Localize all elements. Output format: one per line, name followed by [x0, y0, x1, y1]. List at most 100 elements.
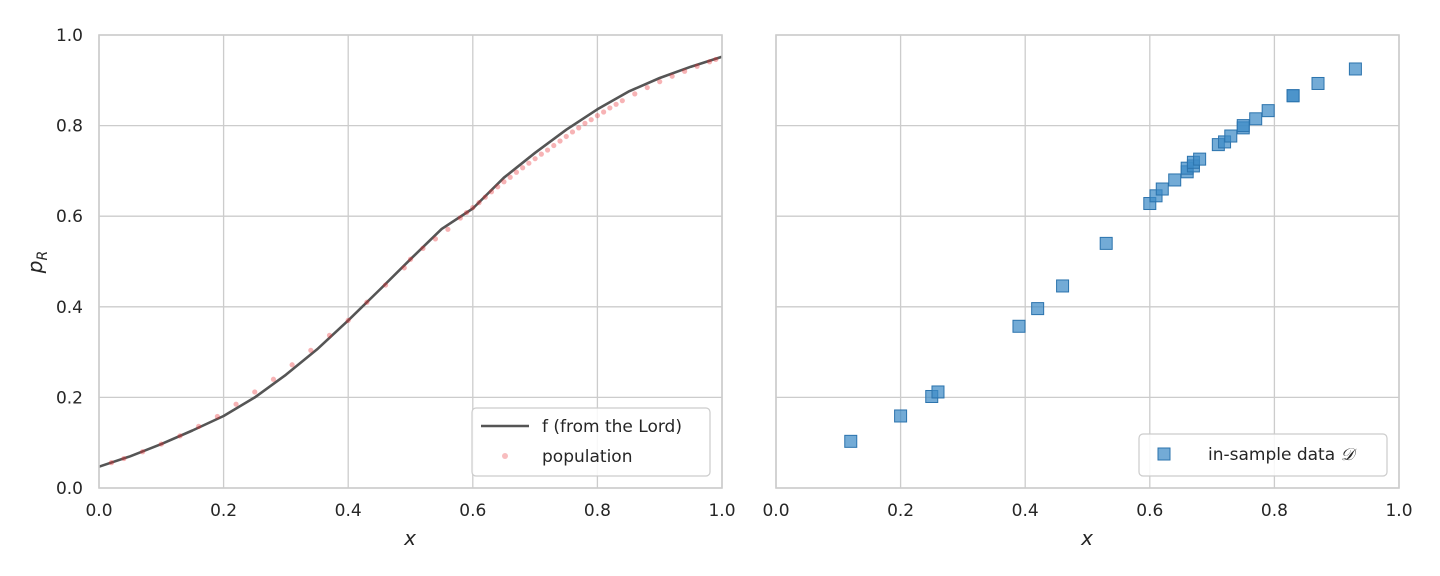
in-sample-point	[1311, 76, 1325, 90]
left-grid	[98, 34, 723, 489]
population-point	[594, 113, 601, 119]
right-x-tick-label: 0.0	[762, 501, 789, 521]
population-point	[445, 226, 451, 232]
left-y-axis-label: pR	[23, 251, 51, 274]
in-sample-point	[931, 385, 945, 399]
in-sample-point	[1286, 89, 1300, 103]
right-series	[844, 62, 1362, 448]
right-axes-frame	[775, 34, 1400, 489]
population-point	[364, 299, 370, 305]
population-point	[538, 151, 544, 157]
left-y-axis-label-main: p	[23, 261, 47, 275]
in-sample-point	[1155, 182, 1169, 196]
population-point	[270, 376, 277, 382]
population-point	[482, 194, 488, 200]
population-point	[158, 441, 164, 447]
left-x-tick-label: 0.4	[335, 501, 362, 521]
population-point	[308, 347, 314, 353]
population-point	[495, 184, 501, 190]
right-x-tick-label: 0.2	[887, 501, 914, 521]
in-sample-point	[844, 434, 858, 448]
population-point	[345, 317, 351, 323]
population-point	[233, 401, 239, 407]
population-point	[569, 129, 576, 135]
population-point	[632, 91, 638, 97]
in-sample-point	[1056, 279, 1070, 293]
in-sample-point	[1031, 302, 1045, 316]
population-point	[470, 204, 476, 211]
population-point	[563, 133, 569, 140]
population-point	[713, 56, 719, 63]
right-x-tick-label: 0.6	[1136, 501, 1163, 521]
population-point	[507, 174, 513, 180]
left-legend-label-population: population	[542, 447, 632, 467]
left-series	[98, 55, 723, 468]
in-sample-point	[1348, 62, 1362, 76]
right-legend-label-text: in-sample data	[1208, 445, 1335, 465]
population-point	[644, 84, 650, 91]
population-point	[407, 256, 414, 262]
right-x-tick-label: 1.0	[1385, 501, 1412, 521]
in-sample-point	[1261, 104, 1275, 118]
left-axes-frame	[98, 34, 723, 489]
population-point	[588, 117, 594, 123]
population-point	[694, 63, 700, 69]
left-x-tick-label: 0.8	[584, 501, 611, 521]
population-point	[140, 449, 146, 455]
left-legend-dot-swatch	[502, 453, 508, 459]
left-y-tick-label: 0.8	[56, 117, 83, 137]
left-chart: 0.0 0.2 0.4 0.6 0.8 1.0 0.00.20.40.60.81.0 x …	[23, 26, 736, 550]
left-y-tick-label: 1.0	[56, 26, 83, 46]
population-point	[657, 79, 663, 85]
population-point	[289, 362, 295, 368]
population-point	[520, 165, 526, 171]
left-x-axis-label: x	[403, 526, 416, 550]
left-x-tick-label: 0.2	[210, 501, 237, 521]
population-point	[382, 282, 389, 288]
left-y-tick-label: 0.2	[56, 388, 83, 408]
left-y-tick-label: 0.0	[56, 479, 83, 499]
f-curve-line	[98, 55, 723, 468]
population-point	[669, 73, 675, 79]
population-point	[601, 109, 607, 115]
population-point	[108, 460, 115, 466]
right-legend-label-symbol: 𝒟	[1341, 445, 1358, 465]
right-x-tick-label: 0.4	[1012, 501, 1039, 521]
left-x-tick-labels: 0.0 0.2 0.4 0.6 0.8 1.0	[85, 501, 735, 521]
population-point	[501, 179, 507, 185]
population-point	[551, 142, 557, 149]
in-sample-point	[1249, 112, 1263, 126]
population-point	[177, 433, 183, 439]
left-x-tick-label: 0.0	[85, 501, 112, 521]
left-y-axis-label-sub: R	[35, 251, 51, 261]
population-point	[488, 189, 495, 195]
population-point	[401, 265, 407, 271]
population-point	[214, 413, 220, 420]
population-point	[613, 101, 619, 107]
left-legend-box	[471, 407, 711, 477]
population-point	[682, 68, 688, 74]
population-point	[457, 215, 463, 221]
population-point	[513, 169, 520, 175]
population-point	[252, 389, 258, 395]
population-point	[544, 147, 551, 153]
left-y-tick-label: 0.6	[56, 207, 83, 227]
population-point	[326, 332, 333, 338]
right-legend-box	[1138, 433, 1388, 477]
right-x-tick-labels: 0.0 0.2 0.4 0.6 0.8 1.0	[762, 501, 1412, 521]
left-x-tick-label: 0.6	[459, 501, 486, 521]
population-point	[196, 423, 202, 429]
right-legend: in-sample data 𝒟	[1138, 433, 1388, 477]
left-y-tick-labels: 0.0 0.2 0.4 0.6 0.8 1.0	[56, 26, 83, 499]
right-legend-label: in-sample data 𝒟	[1208, 445, 1358, 465]
in-sample-point	[894, 409, 908, 423]
in-sample-point	[1193, 152, 1207, 166]
in-sample-point	[1099, 236, 1113, 250]
in-sample-point	[1012, 319, 1026, 333]
left-y-tick-label: 0.4	[56, 298, 83, 318]
left-legend-label-f: f (from the Lord)	[542, 417, 682, 437]
population-point	[607, 105, 613, 111]
population-point	[576, 125, 582, 131]
population-point	[557, 138, 563, 144]
right-plot-area	[776, 35, 1399, 488]
